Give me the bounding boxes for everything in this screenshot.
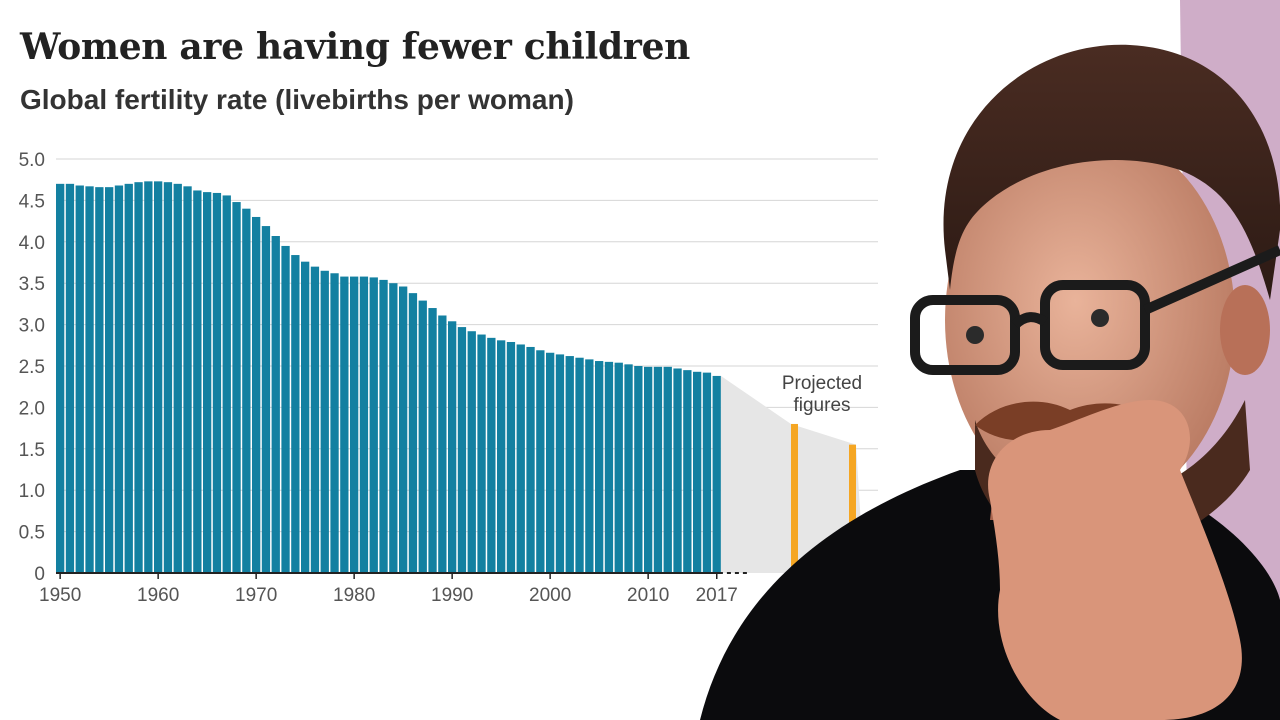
bar <box>183 186 191 573</box>
bar <box>497 340 505 573</box>
bar <box>693 372 701 573</box>
bar <box>281 246 289 573</box>
bar <box>644 367 652 573</box>
bar <box>546 353 554 573</box>
bar <box>154 181 162 573</box>
bar <box>252 217 260 573</box>
y-tick-label: 4.0 <box>19 233 45 254</box>
bar <box>585 359 593 573</box>
bar <box>605 362 613 573</box>
bar <box>203 192 211 573</box>
bar <box>76 185 84 573</box>
bar <box>517 344 525 573</box>
projected-bar <box>791 424 798 573</box>
bar <box>419 301 427 573</box>
bar <box>468 331 476 573</box>
bar <box>487 338 495 573</box>
bar <box>389 283 397 573</box>
bar <box>223 195 231 573</box>
projected-bar <box>849 445 856 573</box>
bar <box>272 236 280 573</box>
bar <box>340 277 348 573</box>
bar <box>536 350 544 573</box>
bar <box>291 255 299 573</box>
bar <box>458 327 466 573</box>
bar <box>330 273 338 573</box>
bar <box>360 277 368 573</box>
bar <box>379 280 387 573</box>
x-axis-ticks: 1950 1960 1970 1980 1990 2000 2010 2017 <box>39 585 738 606</box>
x-tick-label: 1990 <box>431 585 473 606</box>
bar <box>213 193 221 573</box>
y-tick-label: 0.5 <box>19 523 45 544</box>
bar <box>125 184 133 573</box>
bar <box>193 190 201 573</box>
bar <box>664 367 672 573</box>
bar <box>575 358 583 573</box>
bar <box>242 209 250 573</box>
bar <box>556 354 564 573</box>
bar <box>85 186 93 573</box>
x-tick-label: 1970 <box>235 585 277 606</box>
x-tick-label: 2017 <box>696 585 738 606</box>
y-tick-label: 0 <box>34 564 45 585</box>
bar <box>624 364 632 573</box>
bar <box>428 308 436 573</box>
y-tick-label: 1.0 <box>19 481 45 502</box>
bar <box>713 376 721 573</box>
y-tick-label: 4.5 <box>19 191 45 212</box>
bar <box>507 342 515 573</box>
bar <box>673 368 681 573</box>
bar <box>95 187 103 573</box>
bar <box>615 363 623 573</box>
x-tick-label: 1980 <box>333 585 375 606</box>
bar <box>477 335 485 573</box>
bar <box>134 182 142 573</box>
y-tick-label: 3.0 <box>19 316 45 337</box>
y-tick-label: 2.5 <box>19 357 45 378</box>
bar <box>262 226 270 573</box>
bar <box>301 262 309 573</box>
x-tick-label: 1960 <box>137 585 179 606</box>
bar <box>683 370 691 573</box>
bar <box>438 315 446 573</box>
x-axis <box>56 573 751 579</box>
bar <box>144 181 152 573</box>
bar <box>409 293 417 573</box>
y-tick-label: 3.5 <box>19 274 45 295</box>
projected-label-line1: Projected <box>782 373 862 394</box>
bar <box>595 361 603 573</box>
x-tick-label: 1950 <box>39 585 81 606</box>
bar <box>526 347 534 573</box>
bar <box>399 287 407 573</box>
bar <box>703 373 711 573</box>
bar <box>105 187 113 573</box>
x-tick-label: 2010 <box>627 585 669 606</box>
bars <box>56 181 721 573</box>
projected-label-line2: figures <box>793 395 850 416</box>
bar <box>66 184 74 573</box>
x-tick-label: 2000 <box>529 585 571 606</box>
bar <box>115 185 123 573</box>
bar <box>164 182 172 573</box>
bar <box>634 366 642 573</box>
bar <box>174 184 182 573</box>
bar <box>311 267 319 573</box>
bar <box>654 367 662 573</box>
bar <box>448 321 456 573</box>
y-axis-ticks: 0 0.5 1.0 1.5 2.0 2.5 3.0 3.5 4.0 4.5 5.0 <box>19 150 45 585</box>
bar <box>566 356 574 573</box>
bar <box>232 202 240 573</box>
y-tick-label: 1.5 <box>19 440 45 461</box>
bar <box>321 271 329 573</box>
bar <box>56 184 64 573</box>
bar <box>350 277 358 573</box>
bar <box>370 277 378 573</box>
y-tick-label: 5.0 <box>19 150 45 171</box>
y-tick-label: 2.0 <box>19 398 45 419</box>
